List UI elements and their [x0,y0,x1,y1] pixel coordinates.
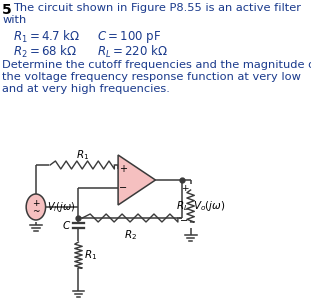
Circle shape [26,194,46,220]
Text: $C = 100\ \mathrm{pF}$: $C = 100\ \mathrm{pF}$ [97,29,161,45]
Text: $R_2 = 68\ \mathrm{k}\Omega$: $R_2 = 68\ \mathrm{k}\Omega$ [13,44,78,60]
Text: $C$: $C$ [62,219,71,231]
Text: $R_1$: $R_1$ [85,248,98,262]
Text: +: + [32,199,39,208]
Text: $R_1 = 4.7\ \mathrm{k}\Omega$: $R_1 = 4.7\ \mathrm{k}\Omega$ [13,29,81,45]
Text: +: + [119,164,127,174]
Text: $R_1$: $R_1$ [76,148,89,162]
Text: with: with [2,15,26,25]
Polygon shape [118,155,156,205]
Text: $V_i(j\omega)$: $V_i(j\omega)$ [47,200,76,214]
Text: $R_L$: $R_L$ [176,199,189,213]
Text: the voltage frequency response function at very low: the voltage frequency response function … [2,72,301,82]
Text: $R_L = 220\ \mathrm{k}\Omega$: $R_L = 220\ \mathrm{k}\Omega$ [97,44,168,60]
Text: Determine the cutoff frequencies and the magnitude of: Determine the cutoff frequencies and the… [2,60,311,70]
Text: $R_2$: $R_2$ [123,228,137,242]
Text: −: − [180,216,188,226]
Text: −: − [119,182,128,193]
Text: +: + [181,184,188,193]
Text: and at very high frequencies.: and at very high frequencies. [2,84,170,94]
Text: The circuit shown in Figure P8.55 is an active filter: The circuit shown in Figure P8.55 is an … [13,3,301,13]
Text: ~: ~ [32,207,39,216]
Text: $V_o(j\omega)$: $V_o(j\omega)$ [193,199,225,213]
Text: 5: 5 [2,3,12,17]
